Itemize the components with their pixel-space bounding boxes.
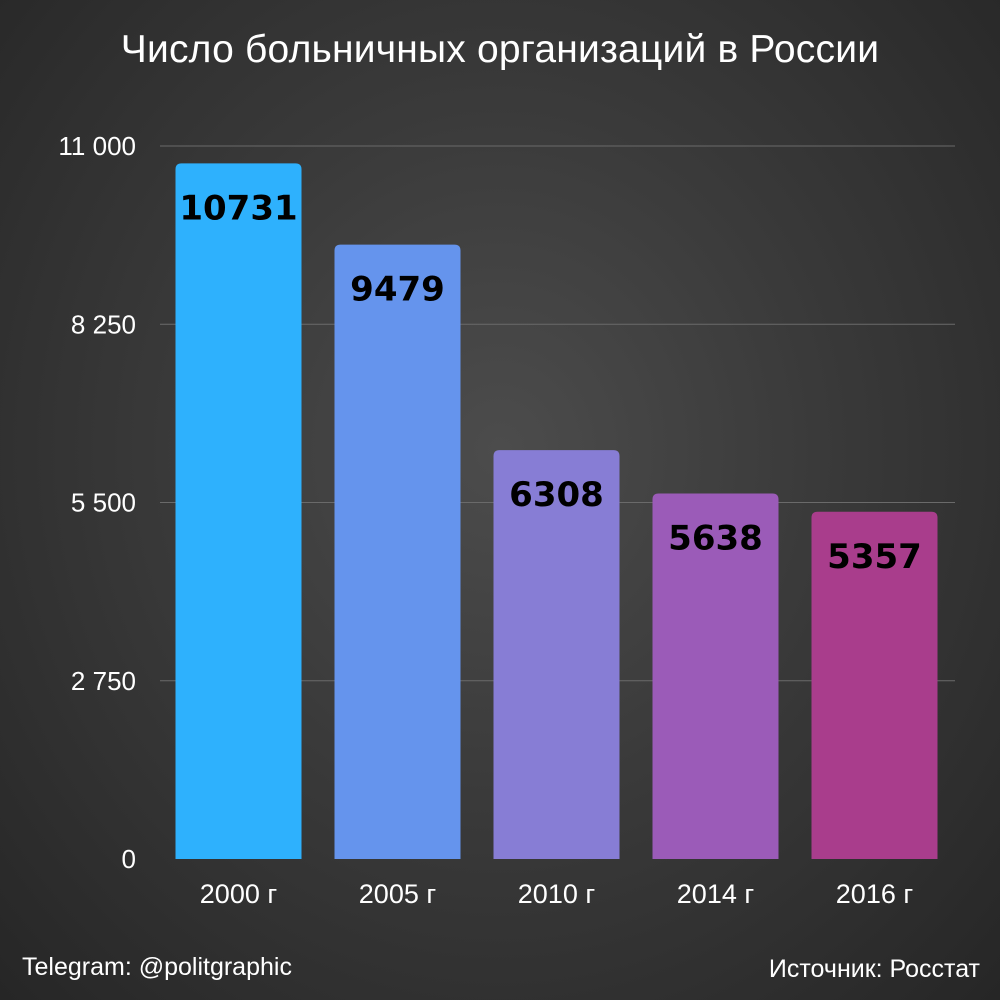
bar-2016-г [811, 511, 938, 859]
bar-value-label: 6308 [509, 475, 604, 515]
x-tick-label: 2010 г [518, 879, 596, 909]
y-tick-label: 2 750 [71, 666, 136, 696]
bar-value-label: 9479 [350, 270, 445, 310]
bar-2000-г [175, 163, 302, 859]
x-tick-label: 2016 г [836, 879, 914, 909]
y-tick-label: 8 250 [71, 309, 136, 339]
bar-value-label: 5638 [668, 519, 763, 559]
y-tick-label: 0 [122, 844, 136, 874]
telegram-credit: Telegram: @politgraphic [22, 953, 292, 981]
chart-title: Число больничных организаций в России [120, 28, 880, 71]
y-tick-label: 5 500 [71, 488, 136, 518]
bar-value-label: 5357 [827, 537, 922, 577]
bar-2005-г [334, 244, 461, 860]
x-tick-label: 2005 г [359, 879, 437, 909]
x-tick-label: 2000 г [200, 879, 278, 909]
bar-value-label: 10731 [179, 188, 297, 228]
y-tick-label: 11 000 [58, 131, 136, 161]
source-credit: Источник: Росстат [768, 955, 980, 983]
x-tick-label: 2014 г [677, 879, 755, 909]
bar-2014-г [652, 493, 779, 859]
bar-2010-г [493, 450, 620, 859]
